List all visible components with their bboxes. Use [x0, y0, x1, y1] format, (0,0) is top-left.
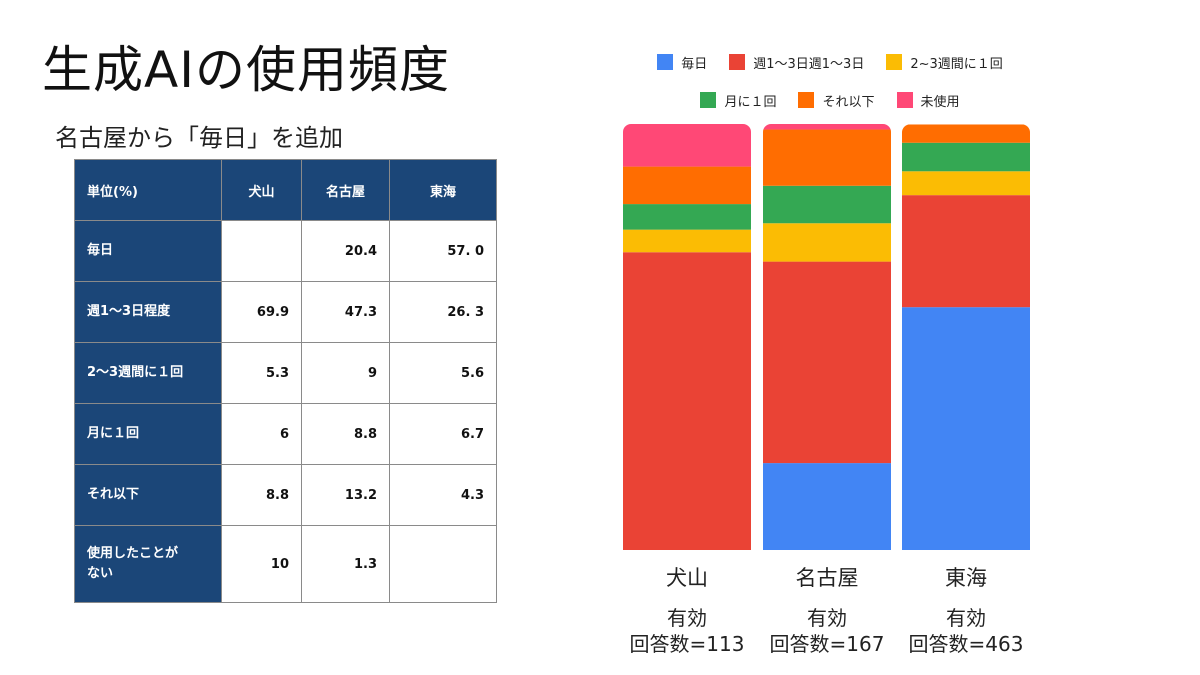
legend-swatch [700, 92, 717, 108]
table-row-header: 毎日 [74, 220, 222, 282]
table-row-header: 月に１回 [74, 403, 222, 465]
bar-segment [902, 307, 1030, 550]
bar-segment [902, 124, 1030, 143]
table-cell: 6.7 [389, 403, 497, 465]
table-cell: 8.8 [301, 403, 390, 465]
legend-item: それ以下 [798, 91, 875, 110]
sample-size-label: 回答数=463 [909, 632, 1024, 656]
legend-item: 2~3週間に１回 [886, 53, 1003, 72]
sample-size-label: 有効 [807, 606, 847, 630]
sample-size-label: 有効 [667, 606, 707, 630]
chart-legend: 毎日 週1〜3日週1〜3日 2~3週間に１回 月に１回 それ以下 未使用 [610, 50, 1050, 126]
legend-swatch [657, 54, 674, 70]
legend-label: 週1〜3日週1〜3日 [753, 56, 865, 72]
bar-stack [623, 124, 751, 550]
bar-segment [763, 129, 891, 186]
legend-label: 月に１回 [724, 94, 777, 110]
legend-item: 週1〜3日週1〜3日 [729, 53, 864, 72]
sample-size-label: 回答数=167 [770, 632, 885, 656]
table-row-header: 2～3週間に１回 [74, 342, 222, 404]
table-row-header: 週1～3日程度 [74, 281, 222, 343]
table-row: 2～3週間に１回 5.3 9 5.6 [74, 342, 497, 404]
table-cell: 4.3 [389, 464, 497, 526]
table-cell: 5.3 [221, 342, 302, 404]
legend-swatch [798, 92, 815, 108]
table-header-row: 単位(%) 犬山 名古屋 東海 [74, 159, 497, 221]
x-tick-label: 名古屋 [796, 566, 859, 590]
table-cell: 6 [221, 403, 302, 465]
table-cell: 20.4 [301, 220, 390, 282]
table-cell: 26. 3 [389, 281, 497, 343]
table-row: 週1～3日程度 69.9 47.3 26. 3 [74, 281, 497, 343]
table-cell: 8.8 [221, 464, 302, 526]
legend-label: 毎日 [681, 56, 708, 72]
table-row: それ以下 8.8 13.2 4.3 [74, 464, 497, 526]
table-cell [389, 525, 497, 603]
bar-segment [763, 261, 891, 464]
frequency-table: 単位(%) 犬山 名古屋 東海 毎日 20.4 57. 0 週1～3日程度 69… [74, 159, 497, 603]
table-row: 使用したことが ない 10 1.3 [74, 525, 497, 603]
legend-item: 月に１回 [700, 91, 776, 110]
legend-item: 毎日 [657, 53, 707, 72]
bar-segment [763, 185, 891, 224]
legend-label: 未使用 [920, 94, 960, 110]
table-cell: 47.3 [301, 281, 390, 343]
bar-segment [763, 223, 891, 262]
bar-segment [763, 124, 891, 130]
bar-segment [623, 166, 751, 205]
bar-segment [623, 124, 751, 167]
table-cell: 57. 0 [389, 220, 497, 282]
bar-segment [763, 463, 891, 550]
legend-swatch [896, 92, 913, 108]
page-subtitle: 名古屋から「毎日」を追加 [55, 124, 343, 152]
table-cell: 13.2 [301, 464, 390, 526]
legend-row: 毎日 週1〜3日週1〜3日 2~3週間に１回 [610, 50, 1050, 74]
table-row: 月に１回 6 8.8 6.7 [74, 403, 497, 465]
table-cell: 10 [221, 525, 302, 603]
table-column-header: 東海 [389, 159, 497, 221]
x-tick-label: 東海 [945, 566, 987, 590]
bar-stack [763, 124, 891, 550]
table-cell [221, 220, 302, 282]
sample-size-label: 回答数=113 [630, 632, 745, 656]
bar-segment [623, 252, 751, 550]
table-cell: 9 [301, 342, 390, 404]
table-row: 毎日 20.4 57. 0 [74, 220, 497, 282]
table-cell: 1.3 [301, 525, 390, 603]
table-cell: 69.9 [221, 281, 302, 343]
table-corner-header: 単位(%) [74, 159, 222, 221]
table-column-header: 犬山 [221, 159, 302, 221]
page-title: 生成AIの使用頻度 [42, 41, 450, 99]
bar-segment [902, 195, 1030, 308]
table-column-header: 名古屋 [301, 159, 390, 221]
legend-swatch [886, 54, 903, 70]
legend-swatch [729, 54, 746, 70]
bar-segment [623, 204, 751, 230]
legend-label: それ以下 [822, 94, 875, 110]
bar-stack [902, 124, 1030, 550]
x-tick-label: 犬山 [666, 566, 708, 590]
bar-segment [623, 229, 751, 253]
table-row-header: それ以下 [74, 464, 222, 526]
legend-item: 未使用 [896, 91, 960, 110]
bar-segment [902, 142, 1030, 172]
legend-label: 2~3週間に１回 [910, 56, 1003, 72]
table-cell: 5.6 [389, 342, 497, 404]
sample-size-label: 有効 [946, 606, 986, 630]
bar-segment [902, 171, 1030, 196]
legend-row: 月に１回 それ以下 未使用 [610, 88, 1050, 112]
table-row-header: 使用したことが ない [74, 525, 222, 603]
